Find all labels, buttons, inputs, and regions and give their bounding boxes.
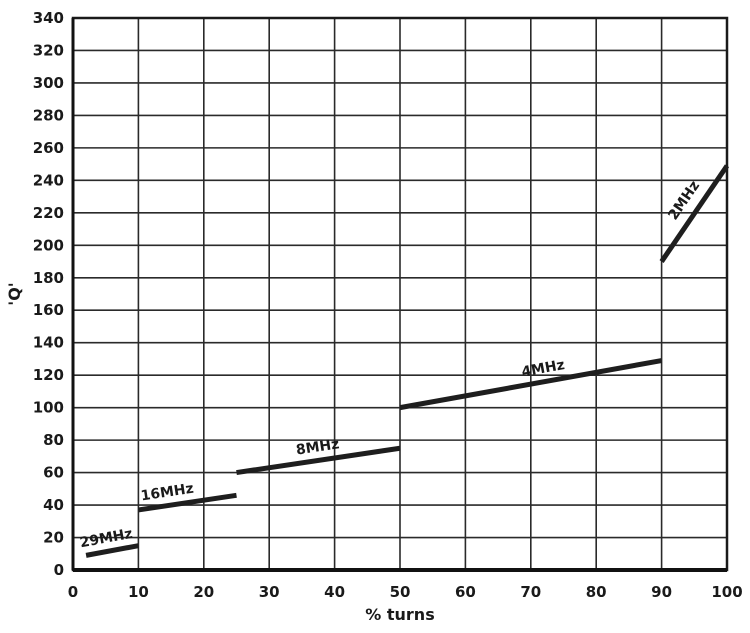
x-tick-label: 20 [193, 583, 214, 601]
x-tick-label: 10 [128, 583, 149, 601]
series-lines [85, 164, 730, 558]
y-axis-label: 'Q' [5, 282, 24, 305]
series-line-29mhz [85, 543, 139, 558]
x-axis-label: % turns [365, 605, 434, 624]
y-tick-label: 200 [33, 236, 64, 254]
y-tick-label: 280 [33, 106, 64, 124]
series-line-16mhz [138, 492, 237, 513]
series-line-4mhz [399, 358, 663, 411]
x-tick-label: 60 [455, 583, 476, 601]
y-tick-label: 320 [33, 41, 64, 59]
y-tick-label: 220 [33, 204, 64, 222]
y-tick-label: 20 [43, 529, 64, 547]
x-tick-label: 30 [259, 583, 280, 601]
y-tick-label: 180 [33, 269, 64, 287]
y-tick-label: 240 [33, 171, 64, 189]
y-tick-label: 260 [33, 139, 64, 157]
y-tick-label: 120 [33, 366, 64, 384]
series-label-16mhz: 16MHz [140, 481, 195, 505]
series-line-2mhz [659, 164, 730, 263]
tick-labels: 0 10 20 30 40 50 60 70 80 90 100 0 20 40 60 80 100 120 140… [33, 9, 743, 601]
y-tick-label: 140 [33, 334, 64, 352]
y-tick-label: 100 [33, 399, 64, 417]
y-tick-label: 40 [43, 496, 64, 514]
y-tick-label: 340 [33, 9, 64, 27]
x-tick-label: 90 [651, 583, 672, 601]
series-label-8mhz: 8MHz [295, 436, 340, 458]
x-tick-label: 40 [324, 583, 345, 601]
x-tick-label: 0 [68, 583, 78, 601]
series-line-8mhz [236, 445, 401, 476]
y-tick-label: 300 [33, 74, 64, 92]
grid-lines [71, 16, 729, 572]
y-tick-label: 160 [33, 301, 64, 319]
y-tick-label: 0 [54, 561, 64, 579]
x-tick-label: 80 [586, 583, 607, 601]
series-label-2mhz: 2MHz [665, 178, 703, 223]
series-label-4mhz: 4MHz [520, 357, 566, 380]
x-tick-label: 100 [711, 583, 742, 601]
x-tick-label: 70 [520, 583, 541, 601]
y-tick-label: 60 [43, 464, 64, 482]
x-tick-label: 50 [390, 583, 411, 601]
y-tick-label: 80 [43, 431, 64, 449]
